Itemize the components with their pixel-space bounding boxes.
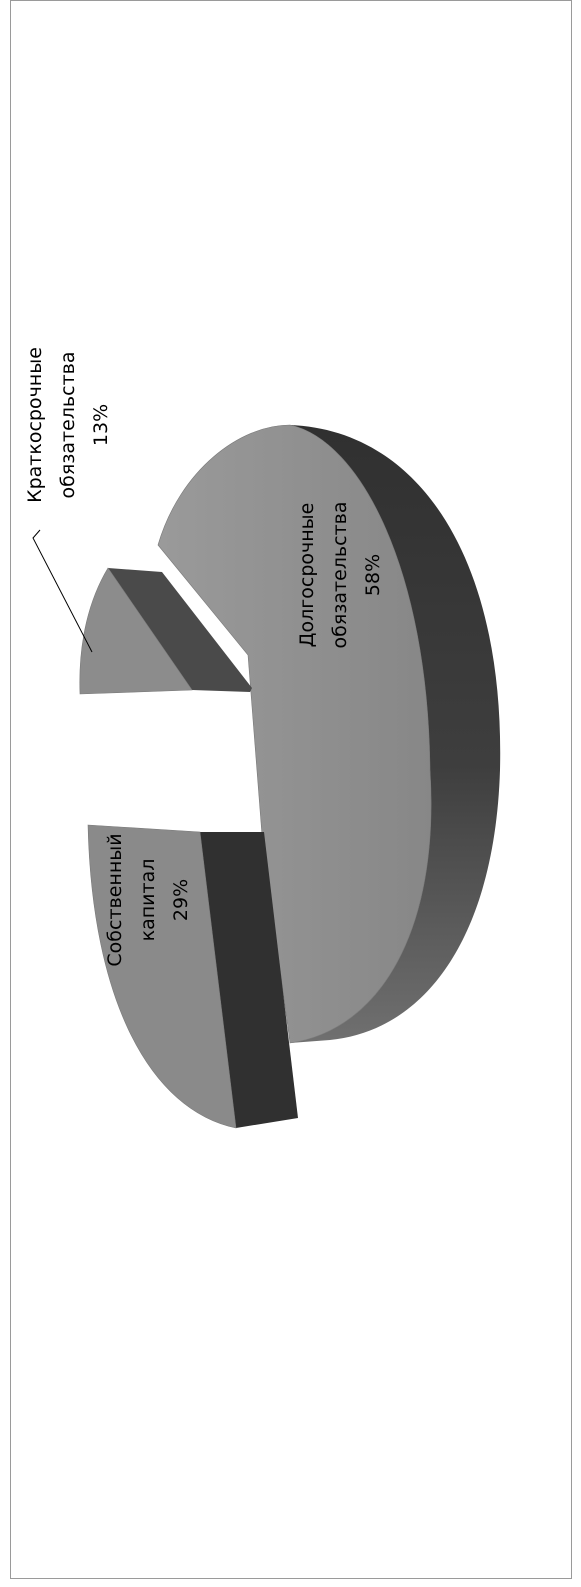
label-group-kratkosrochnye: Краткосрочные обязательства 13%: [24, 347, 112, 503]
label-sobstvennyy-line1: Собственный: [104, 833, 126, 966]
slice-kratkosrochnye-top: [79, 567, 193, 695]
slice-kratkosrochnye: [79, 567, 252, 695]
slice-dolgosrochnye-top: [157, 424, 432, 1044]
slice-sobstvennyy-top: [87, 824, 237, 1129]
label-group-dolgosrochnye: Долгосрочные обязательства 58%: [296, 502, 384, 649]
label-dolgosrochnye-value: 58%: [362, 554, 384, 596]
slice-kratkosrochnye-side: [108, 568, 252, 692]
slice-sobstvennyy: [87, 824, 298, 1129]
label-kratkosrochnye-line2: обязательства: [57, 352, 79, 499]
leader-line: [32, 529, 93, 653]
label-kratkosrochnye-value: 13%: [90, 404, 112, 446]
label-group-sobstvennyy: Собственный капитал 29%: [104, 833, 192, 966]
label-kratkosrochnye-line1: Краткосрочные: [24, 347, 46, 503]
label-dolgosrochnye-line2: обязательства: [329, 502, 351, 649]
slice-sobstvennyy-side: [200, 832, 298, 1128]
label-sobstvennyy-line2: капитал: [137, 859, 159, 942]
label-sobstvennyy-value: 29%: [170, 879, 192, 921]
label-dolgosrochnye-line1: Долгосрочные: [296, 503, 318, 648]
slice-dolgosrochnye: [157, 424, 501, 1044]
slice-dolgosrochnye-rim: [290, 425, 501, 1043]
